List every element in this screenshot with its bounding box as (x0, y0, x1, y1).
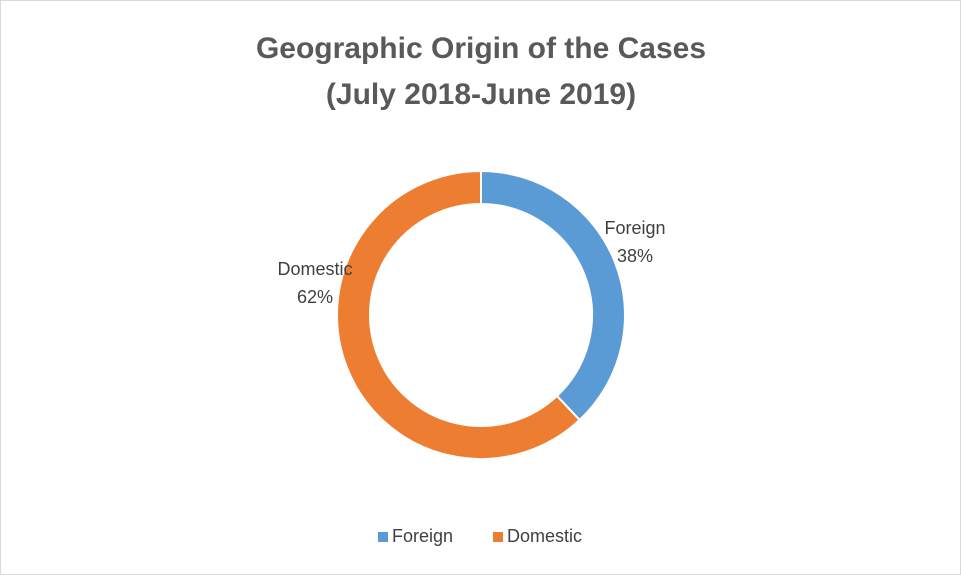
data-label-category: Domestic (277, 259, 352, 279)
data-label-value: 38% (617, 246, 653, 266)
chart-title: Geographic Origin of the Cases (256, 32, 706, 65)
legend-swatch (493, 532, 503, 542)
data-label-value: 62% (297, 287, 333, 307)
chart-subtitle: (July 2018-June 2019) (326, 78, 636, 111)
donut-slice (336, 169, 581, 460)
legend-swatch (378, 532, 388, 542)
legend-label: Domestic (507, 526, 582, 546)
legend-label: Foreign (392, 526, 453, 546)
data-label-category: Foreign (604, 218, 665, 238)
